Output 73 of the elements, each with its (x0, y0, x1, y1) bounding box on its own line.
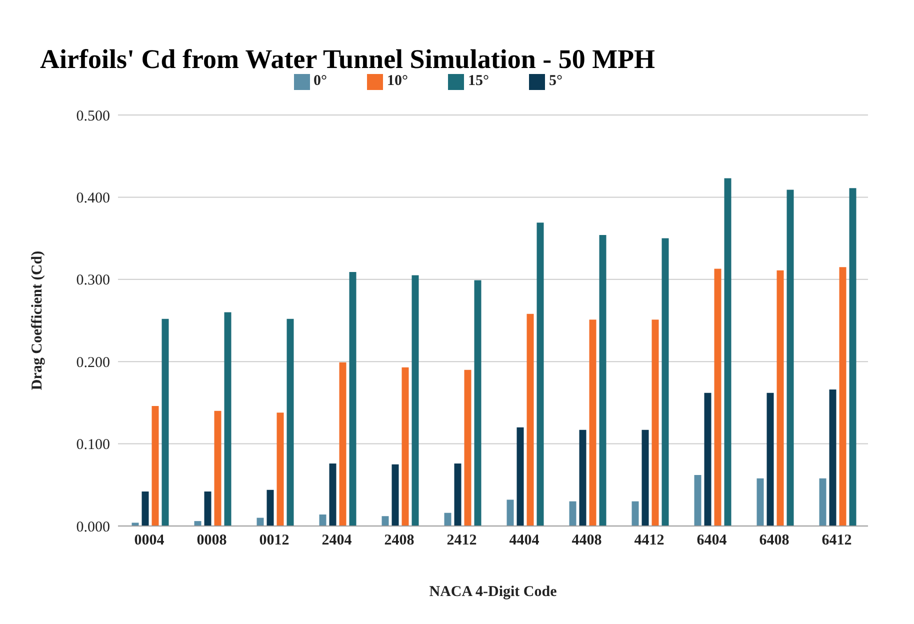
bar (266, 490, 274, 526)
bar (412, 275, 419, 526)
bar (632, 501, 639, 526)
x-tick-label: 0012 (259, 532, 290, 549)
y-tick-label: 0.200 (76, 354, 110, 371)
bar (569, 501, 576, 526)
bar (786, 190, 794, 526)
x-tick-label: 0008 (196, 532, 227, 549)
bar (286, 318, 294, 526)
bar (599, 235, 606, 526)
bar (579, 430, 586, 526)
bar (704, 392, 712, 526)
bar (152, 406, 159, 526)
y-tick-label: 0.300 (76, 272, 110, 289)
y-tick-label: 0.100 (76, 437, 110, 454)
bar (382, 516, 389, 526)
bar (444, 512, 452, 526)
bar (829, 390, 836, 526)
bar (319, 514, 326, 526)
legend-label: 15° (468, 73, 489, 89)
bar (776, 270, 784, 526)
legend-label: 0° (314, 73, 327, 89)
bar (464, 370, 472, 526)
bar (516, 427, 524, 526)
bar (194, 521, 202, 526)
x-tick-label: 4404 (509, 532, 540, 549)
bar (349, 272, 356, 526)
bar (589, 320, 596, 526)
bar (849, 188, 856, 526)
bar (642, 430, 649, 526)
bar (662, 238, 669, 526)
bar (756, 478, 764, 526)
bar (224, 312, 232, 526)
x-tick-label: 0004 (134, 532, 165, 549)
x-tick-label: 2412 (446, 532, 477, 549)
x-tick-label: 6404 (696, 532, 728, 549)
bar (474, 280, 482, 526)
x-tick-label: 4412 (634, 532, 664, 549)
bar (694, 475, 702, 526)
bar (819, 478, 826, 526)
bar (839, 267, 846, 526)
bar (142, 491, 149, 526)
x-axis-title: NACA 4-Digit Code (429, 584, 558, 600)
x-tick-label: 2408 (384, 532, 414, 549)
y-tick-label: 0.400 (76, 190, 110, 207)
bar (214, 410, 222, 526)
bar (204, 491, 212, 526)
bar (652, 320, 659, 526)
y-axis-title: Drag Coefficient (Cd) (29, 250, 46, 390)
bar (132, 522, 139, 526)
x-tick-label: 6408 (759, 532, 790, 549)
bar (276, 412, 284, 526)
bar (256, 518, 264, 526)
x-tick-label: 4408 (572, 532, 602, 549)
bar (329, 464, 336, 526)
y-tick-label: 0.000 (76, 519, 110, 536)
bar (339, 362, 346, 526)
bar (526, 314, 534, 526)
bar (766, 392, 774, 526)
legend-label: 10° (387, 73, 408, 89)
bar (392, 464, 399, 526)
bar (506, 500, 514, 526)
bar (402, 367, 409, 526)
bar (454, 464, 462, 526)
bar (162, 318, 169, 526)
bar (536, 222, 544, 526)
legend-label: 5° (549, 73, 562, 89)
x-tick-label: 6412 (822, 532, 852, 549)
chart-title: Airfoils' Cd from Water Tunnel Simulation - 50 MPH (40, 44, 656, 75)
x-tick-label: 2404 (322, 532, 352, 549)
y-tick-label: 0.500 (76, 108, 110, 124)
bar (724, 178, 732, 526)
bar (714, 268, 722, 526)
